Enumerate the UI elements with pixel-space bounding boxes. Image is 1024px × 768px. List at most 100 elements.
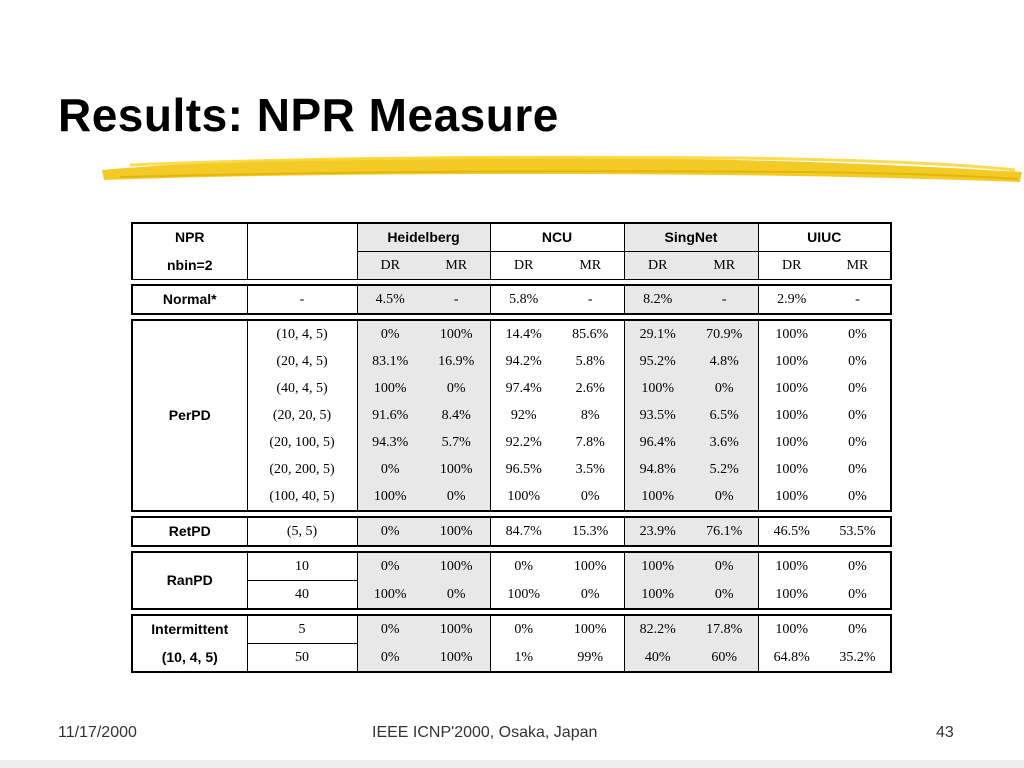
table-row: (20, 200, 5) 0% 100% 96.5% 3.5% 94.8% 5.2% 100%…	[132, 456, 892, 483]
footer-bar	[0, 760, 1024, 768]
section-separator	[132, 314, 891, 320]
section-separator	[132, 279, 891, 285]
value-cell: -	[691, 284, 759, 315]
value-cell: 0%	[825, 429, 892, 456]
table-row: Normal* -4.5% -5.8% -8.2% -2.9% -	[131, 284, 892, 315]
footer-page-number: 43	[936, 724, 954, 741]
header-row-subheaders: nbin=2 DR MR DR MR DR MR DR MR	[131, 251, 892, 280]
slide-title: Results: NPR Measure	[58, 89, 559, 141]
table-row: 40 100% 0% 100% 0% 100% 0% 100% 0%	[132, 580, 892, 610]
value-cell: 92%	[510, 408, 537, 423]
value-cell: 4.5%	[357, 284, 423, 315]
value-cell: 85.6%	[557, 319, 625, 348]
value-cell: 70.9%	[691, 319, 759, 348]
value-cell: 1%	[490, 643, 557, 673]
value-cell: 46.5%	[758, 516, 825, 547]
value-cell: 100%	[423, 551, 491, 581]
value-cell: 8.2%	[624, 284, 691, 315]
footer-date: 11/17/2000	[58, 724, 137, 741]
value-cell: 3.6%	[691, 429, 759, 456]
value-cell: 92.2%	[505, 435, 542, 450]
value-cell: 0%	[825, 319, 892, 348]
section-label: (10, 4, 5)	[131, 643, 248, 673]
value-cell: 0%	[357, 456, 423, 483]
value-cell: 100%	[423, 614, 491, 644]
section-separator	[132, 609, 891, 615]
corner-label-line2: nbin=2	[131, 251, 248, 280]
value-cell: 0%	[357, 551, 423, 581]
value-cell: 0%	[825, 580, 892, 610]
subheader-mr: MR	[423, 251, 491, 280]
value-cell: 17.8%	[691, 614, 759, 644]
title-brush-underline	[102, 155, 1022, 182]
value-cell: 3.5%	[557, 456, 625, 483]
value-cell: 0%	[423, 483, 491, 512]
corner-label-line1: NPR	[131, 222, 248, 252]
section-label: RetPD	[131, 516, 248, 547]
parameter-cell: (20, 200, 5)	[247, 456, 358, 483]
section-label: Normal*	[131, 284, 248, 315]
value-cell: 60%	[691, 643, 759, 673]
value-cell: 84.7%	[490, 516, 557, 547]
value-cell: 15.3%	[557, 516, 625, 547]
table-row: (20, 100, 5) 94.3% 5.7% 92.2% 7.8% 96.4% 3.6% 1…	[132, 429, 892, 456]
value-cell: 0%	[691, 483, 759, 512]
parameter-cell: 10	[247, 551, 358, 581]
value-cell: 76.1%	[691, 516, 759, 547]
table-row: (20, 4, 5) 83.1% 16.9% 94.2% 5.8% 95.2% 4.8% 10…	[132, 348, 892, 375]
parameter-cell: (10, 4, 5)	[247, 319, 358, 348]
table-row: (10, 4, 5) 50 0% 100% 1% 99% 40% 60% 64.8% 35.2%	[131, 643, 892, 673]
value-cell: 100%	[758, 319, 825, 348]
value-cell: 2.9%	[758, 284, 825, 315]
value-cell: 94.3%	[357, 429, 423, 456]
section-label: Intermittent	[131, 614, 248, 644]
group-header-uiuc: UIUC	[758, 222, 892, 252]
value-cell: 0%	[825, 551, 892, 581]
value-cell: 83.1%	[357, 348, 423, 375]
value-cell: 100%	[557, 551, 625, 581]
value-cell: 100%	[775, 408, 809, 423]
value-cell: 16.9%	[423, 348, 491, 375]
value-cell: 5.7%	[423, 429, 491, 456]
value-cell: 82.2%	[624, 614, 691, 644]
value-cell: 100%	[423, 643, 491, 673]
corner-empty-cell	[247, 222, 358, 280]
section-label: PerPD	[131, 319, 248, 512]
value-cell: 0%	[691, 375, 759, 402]
value-cell: 100%	[357, 483, 423, 512]
parameter-cell: (20, 20, 5)	[247, 402, 358, 429]
value-cell: 100%	[775, 354, 809, 369]
value-cell: 100%	[423, 516, 491, 547]
table-row: PerPD (10, 4, 5) 0% 100% 14.4% 85.6% 29.1% 70.9…	[131, 319, 892, 512]
subheader-dr: DR	[758, 251, 825, 280]
value-cell: -	[423, 284, 491, 315]
section-separator	[132, 511, 891, 517]
subheader-mr: MR	[691, 251, 759, 280]
value-cell: 100%	[624, 375, 691, 402]
table-row: (100, 40, 5) 100% 0% 100% 0% 100% 0% 100% 0%	[132, 483, 892, 512]
value-cell: 100%	[490, 483, 557, 512]
value-cell: 91.6%	[357, 402, 423, 429]
value-cell: 5.8%	[557, 348, 625, 375]
parameter-cell: 50	[247, 643, 358, 673]
value-cell: 100%	[423, 456, 491, 483]
value-cell: 0%	[423, 580, 491, 610]
value-cell: 94.8%	[624, 456, 691, 483]
subheader-mr: MR	[557, 251, 625, 280]
value-cell: 100%	[758, 580, 825, 610]
value-cell: 100%	[758, 551, 825, 581]
value-cell: 0%	[825, 348, 892, 375]
value-cell: 100%	[775, 435, 809, 450]
value-cell: 4.8%	[691, 348, 759, 375]
table-row: RetPD (5, 5) 0% 100% 84.7% 15.3% 23.9% 76.1% 46.…	[131, 516, 892, 547]
value-cell: 0%	[825, 456, 892, 483]
parameter-cell: (20, 100, 5)	[247, 429, 358, 456]
value-cell: 96.4%	[624, 429, 691, 456]
header-row-groups: NPR Heidelberg NCU SingNet UIUC	[131, 222, 892, 280]
value-cell: 6.5%	[691, 402, 759, 429]
value-cell: 29.1%	[624, 319, 691, 348]
parameter-cell: 40	[247, 580, 358, 610]
section-separator	[132, 546, 891, 552]
value-cell: 97.4%	[505, 381, 542, 396]
value-cell: 0%	[691, 551, 759, 581]
